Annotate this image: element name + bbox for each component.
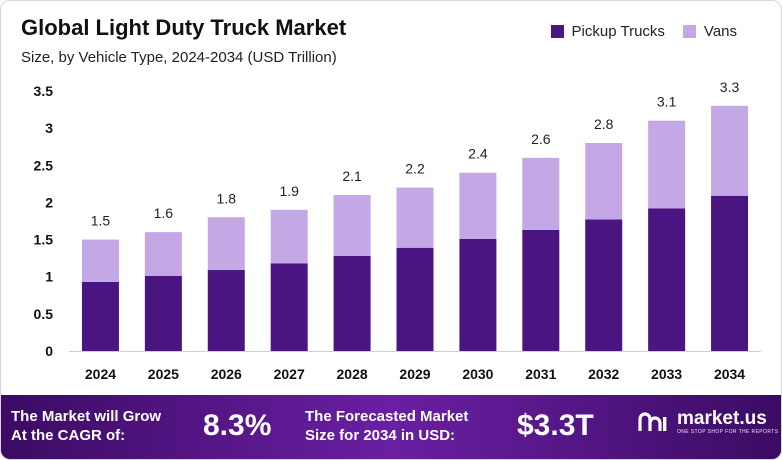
total-data-label: 2.2 [405,161,425,177]
y-tick-label: 3 [45,120,53,136]
bar-vans [333,195,371,256]
bar-pickup-trucks [207,270,245,351]
brand-logo: market.us ONE STOP SHOP FOR THE REPORTS [637,409,778,435]
cagr-label: The Market will Grow At the CAGR of: [11,408,162,444]
y-tick-label: 3.5 [34,83,54,99]
bar-pickup-trucks [396,247,434,351]
bar-vans [711,105,749,196]
market-us-logo-icon [638,412,667,431]
bar-vans [522,157,560,230]
y-tick-label: 2.5 [34,157,54,173]
bar-pickup-trucks [459,238,497,351]
bar-vans [207,217,245,271]
total-data-label: 2.8 [594,116,614,132]
total-data-label: 1.5 [91,213,111,229]
cagr-value: 8.3% [203,409,272,442]
legend-item-pickup-trucks: Pickup Trucks [550,23,665,40]
bar-vans [648,120,686,209]
bar-vans [396,187,434,248]
bar-pickup-trucks [648,208,686,351]
bar-vans [459,172,497,239]
legend-swatch-pickup-trucks [550,25,564,38]
bar-pickup-trucks [585,219,623,351]
legend-item-vans: Vans [682,23,737,40]
y-tick-label: 1 [45,269,53,285]
total-data-label: 3.3 [720,79,740,95]
total-data-label: 2.6 [531,131,551,147]
brand-name: market.us [677,408,767,429]
legend-label-pickup-trucks: Pickup Trucks [571,23,665,40]
bar-pickup-trucks [81,281,119,351]
brand-tagline: ONE STOP SHOP FOR THE REPORTS [677,429,779,435]
legend: Pickup Trucks Vans [550,23,737,40]
chart-subtitle: Size, by Vehicle Type, 2024-2034 (USD Tr… [21,49,337,66]
x-tick-label: 2030 [462,366,493,382]
legend-label-vans: Vans [703,23,737,40]
total-data-label: 1.6 [154,205,174,221]
forecast-label: The Forecasted Market Size for 2034 in U… [305,408,469,444]
legend-swatch-vans [682,25,696,38]
forecast-value: $3.3T [517,409,594,442]
x-tick-label: 2032 [588,366,619,382]
bar-vans [270,209,308,264]
total-data-label: 2.1 [342,168,362,184]
total-data-label: 1.8 [217,190,237,206]
bar-pickup-trucks [270,263,308,351]
bar-vans [144,232,182,276]
x-tick-label: 2034 [714,366,745,382]
x-tick-label: 2031 [525,366,556,382]
total-data-label: 1.9 [279,183,299,199]
x-tick-label: 2027 [274,366,305,382]
chart-title: Global Light Duty Truck Market [21,15,347,40]
y-tick-label: 0.5 [34,306,54,322]
bar-pickup-trucks [144,275,182,351]
total-data-label: 2.4 [468,146,488,162]
y-tick-label: 1.5 [34,232,54,248]
x-tick-label: 2028 [337,366,368,382]
x-tick-label: 2024 [85,366,116,382]
x-tick-label: 2025 [148,366,179,382]
x-tick-label: 2026 [211,366,242,382]
bar-pickup-trucks [333,255,371,351]
footer-banner: The Market will Grow At the CAGR of: 8.3… [1,395,781,459]
bar-pickup-trucks [711,195,749,351]
x-tick-label: 2033 [651,366,682,382]
y-tick-label: 0 [45,343,53,359]
bar-vans [585,143,623,220]
bar-vans [81,239,119,282]
y-tick-label: 2 [45,194,53,210]
bar-pickup-trucks [522,229,560,351]
x-tick-label: 2029 [399,366,430,382]
bar-chart: 0 0.5 1 1.5 2 2.5 3 3.5 1.5 2024 1.6 2025 1.8 2026 1.9… [34,79,761,382]
total-data-label: 3.1 [657,94,677,110]
